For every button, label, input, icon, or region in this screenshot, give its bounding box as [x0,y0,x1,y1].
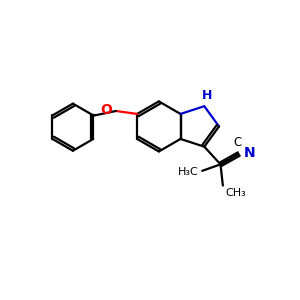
Text: H₃C: H₃C [178,167,199,177]
Text: O: O [100,103,112,117]
Text: H: H [202,89,212,102]
Text: CH₃: CH₃ [225,188,246,198]
Text: C: C [233,136,242,149]
Text: N: N [244,146,256,160]
